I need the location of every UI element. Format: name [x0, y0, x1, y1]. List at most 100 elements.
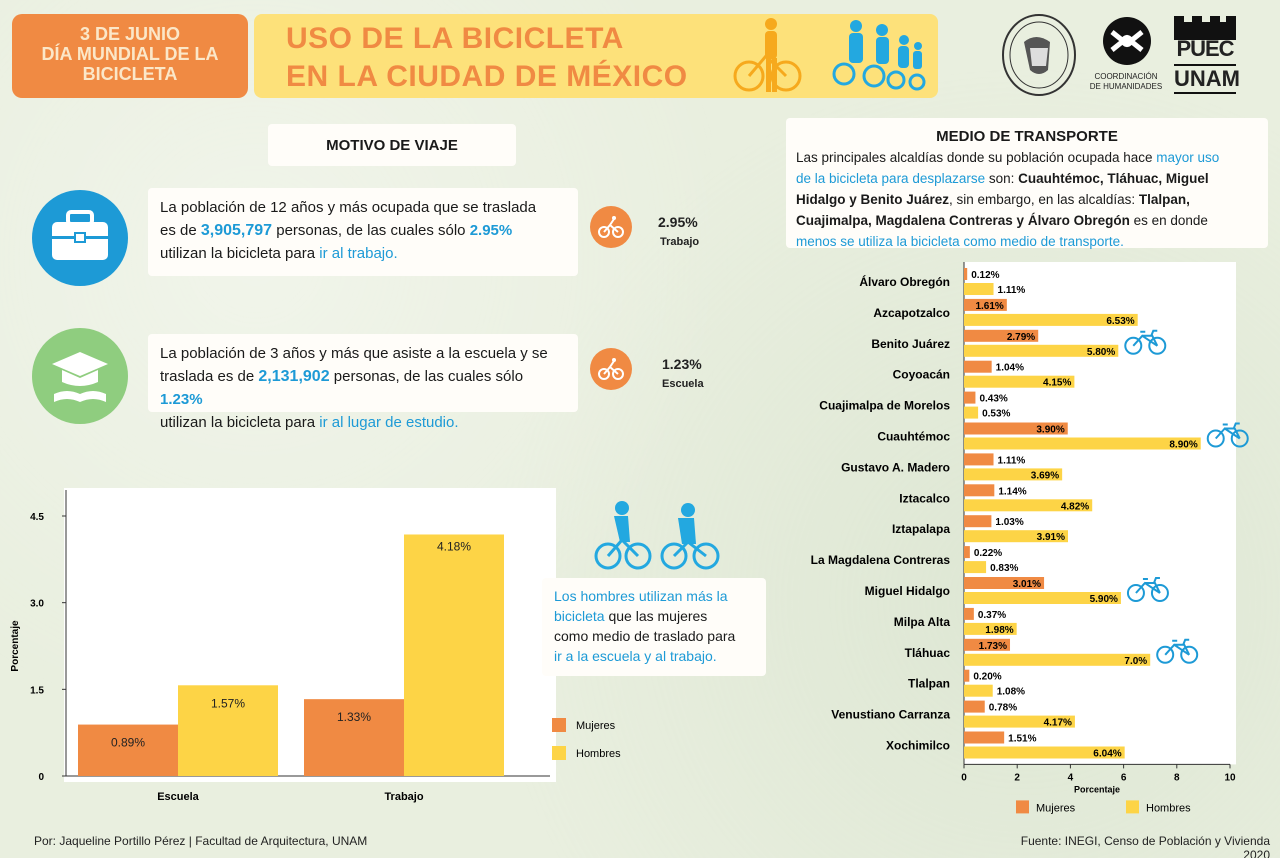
- work-t3b: ir al trabajo.: [319, 245, 398, 262]
- hbar-mujeres: [964, 360, 992, 373]
- hbar-mujeres: [964, 268, 968, 280]
- hbar-mujeres: [964, 700, 985, 713]
- source-credit: Fuente: INEGI, Censo de Población y Vivi…: [1020, 834, 1270, 858]
- hbar-value-label: 1.14%: [998, 486, 1026, 497]
- motivo-bar-chart: 4.5 3.0 1.5 0 Porcentaje 0.89% 1.57% Escuela 1.3…: [10, 488, 556, 803]
- hbar-hombres: [964, 653, 1151, 666]
- legend-label: Mujeres: [576, 720, 616, 732]
- men-note-c: que las mujeres: [604, 608, 708, 624]
- hbar-value-label: 4.15%: [1043, 378, 1071, 389]
- hbar-value-label: 1.73%: [979, 641, 1007, 652]
- men-note-line-1: Los hombres utilizan más la: [554, 588, 728, 604]
- hbar-mujeres: [964, 391, 976, 404]
- hbar-hombres: [964, 437, 1201, 450]
- hbar-value-label: 3.91%: [1037, 532, 1065, 543]
- hbar-hombres: [964, 561, 987, 574]
- hbar-hombres: [964, 684, 993, 697]
- men-note-line-3: como medio de traslado para: [554, 628, 736, 644]
- alcaldia-label: Cuajimalpa de Morelos: [819, 399, 950, 413]
- school-bike-badge: [590, 348, 632, 390]
- hbar-value-label: 1.61%: [975, 301, 1003, 312]
- hbar-mujeres: [964, 453, 994, 466]
- hbar-mujeres: [964, 669, 970, 682]
- h-x-tick-label: 4: [1068, 772, 1074, 783]
- medio-line-2: de la bicicleta para desplazarse son: Cu…: [796, 168, 1258, 189]
- bar-value-label: 4.18%: [437, 539, 471, 553]
- y-tick-label: 4.5: [30, 512, 44, 523]
- graduation-cap-icon: [32, 328, 128, 424]
- medio-p3c: Tlalpan,: [1138, 192, 1190, 207]
- h-x-tick-label: 8: [1174, 772, 1180, 783]
- hbar-value-label: 0.83%: [990, 563, 1018, 574]
- hbar-hombres: [964, 592, 1121, 604]
- hbar-mujeres: [964, 731, 1005, 744]
- x-category-label: Trabajo: [384, 791, 423, 803]
- medio-text-card: MEDIO DE TRANSPORTE Las principales alca…: [786, 118, 1268, 249]
- h-legend-label: Hombres: [1146, 802, 1191, 814]
- medio-title: MEDIO DE TRANSPORTE: [936, 128, 1118, 145]
- highlight-bicycle-icon: [1124, 329, 1167, 355]
- hbar-value-label: 0.37%: [978, 610, 1006, 621]
- school-total: 2,131,902: [258, 368, 330, 385]
- hbar-value-label: 0.20%: [973, 672, 1001, 683]
- hbar-value-label: 4.17%: [1044, 718, 1072, 729]
- medio-p1a: Las principales alcaldías donde su pobla…: [796, 150, 1157, 165]
- legend-label: Hombres: [576, 748, 621, 760]
- hbar-mujeres: [964, 422, 1068, 435]
- y-axis-title: Porcentaje: [10, 620, 21, 672]
- work-pct-inline: 2.95%: [469, 222, 513, 239]
- y-tick-label: 1.5: [30, 685, 44, 696]
- two-cyclists-icon: [594, 501, 720, 570]
- alcaldia-label: Tláhuac: [905, 646, 951, 660]
- school-line-1: La población de 3 años y más que asiste …: [160, 345, 548, 362]
- alcaldia-label: Venustiano Carranza: [831, 708, 950, 722]
- hbar-value-label: 3.01%: [1013, 579, 1041, 590]
- medio-p1b: mayor uso: [1156, 150, 1220, 165]
- date-line-1: 3 DE JUNIO: [79, 24, 181, 44]
- hbar-mujeres: [964, 484, 995, 497]
- hbar-value-label: 1.04%: [996, 363, 1024, 374]
- hbar-value-label: 0.53%: [982, 409, 1010, 420]
- medio-line-1: Las principales alcaldías donde su pobla…: [796, 147, 1258, 168]
- cyclists-illustration: [733, 18, 926, 92]
- h-x-tick-label: 0: [961, 772, 967, 783]
- men-note-line-2: bicicleta que las mujeres: [554, 606, 754, 626]
- bar-value-label: 0.89%: [111, 736, 145, 750]
- work-line-2: es de 3,905,797 personas, de las cuales …: [160, 219, 566, 242]
- hbar-mujeres: [964, 546, 970, 559]
- briefcase-icon: [32, 190, 128, 286]
- date-line-2: DÍA MUNDIAL DE LA: [41, 44, 219, 64]
- hbar-hombres: [964, 468, 1063, 481]
- title-line-1: USO DE LA BICICLETA: [286, 22, 624, 55]
- work-t3a: utilizan la bicicleta para: [160, 245, 320, 262]
- unam-seal-logo: [1002, 14, 1076, 96]
- school-label: Escuela: [662, 378, 704, 390]
- h-x-tick-label: 2: [1014, 772, 1020, 783]
- hbar-hombres: [964, 283, 994, 295]
- hbar-value-label: 0.43%: [979, 394, 1007, 405]
- school-t2c: personas, de las cuales sólo: [329, 368, 524, 385]
- work-text-card: La población de 12 años y más ocupada qu…: [148, 188, 578, 276]
- bar-value-label: 1.33%: [337, 710, 371, 724]
- hbar-mujeres: [964, 607, 974, 620]
- hbar-value-label: 1.11%: [998, 285, 1026, 296]
- x-category-label: Escuela: [157, 791, 199, 803]
- hbar-value-label: 7.0%: [1124, 656, 1147, 667]
- hbar-value-label: 0.12%: [971, 270, 999, 281]
- orange-cyclist-icon: [733, 18, 802, 92]
- school-t3b: ir al lugar de estudio.: [319, 414, 459, 431]
- alcaldia-label: Xochimilco: [886, 739, 950, 753]
- title-banner: [254, 14, 938, 98]
- work-pct: 2.95%: [658, 214, 698, 230]
- y-tick-label: 0: [38, 772, 44, 783]
- page-title: USO DE LA BICICLETA EN LA CIUDAD DE MÉXI…: [286, 20, 688, 96]
- motivo-chart-legend: Mujeres Hombres: [552, 718, 621, 760]
- h-x-tick-label: 6: [1121, 772, 1127, 783]
- hbar-value-label: 5.90%: [1090, 594, 1118, 605]
- medio-p4a: Cuajimalpa, Magdalena Contreras y Álvaro…: [796, 213, 1130, 228]
- alcaldia-label: La Magdalena Contreras: [811, 553, 951, 567]
- school-line-2: traslada es de 2,131,902 personas, de la…: [160, 365, 566, 411]
- bar-mujeres: [304, 699, 404, 776]
- men-note-b: bicicleta: [554, 608, 605, 624]
- hbar-hombres: [964, 622, 1017, 635]
